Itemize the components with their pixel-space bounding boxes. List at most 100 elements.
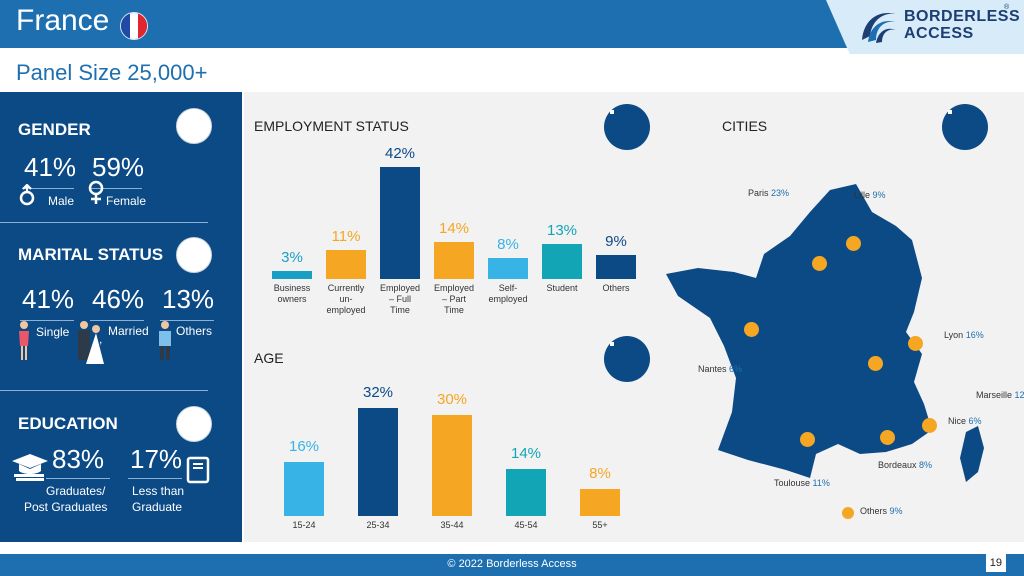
gender-underline	[90, 188, 142, 189]
gender-underline	[22, 188, 74, 189]
image-placeholder-icon	[604, 104, 650, 150]
city-percent: 12%	[1014, 390, 1024, 400]
employment-value-label: 13%	[546, 222, 578, 240]
city-percent: 11%	[812, 478, 830, 488]
city-marker-dot	[868, 356, 883, 371]
panel-size-heading: Panel Size 25,000+	[16, 60, 208, 85]
age-category-label: 35-44	[440, 520, 464, 530]
graduates-label-line2: Post Graduates	[24, 500, 108, 514]
age-category-label: 15-24	[292, 520, 316, 530]
employment-value-label: 11%	[331, 227, 361, 245]
graduation-cap-icon	[12, 454, 48, 481]
employment-bar	[596, 255, 636, 279]
city-label: Nantes 6%	[698, 364, 742, 374]
city-label: Marseille 12%	[976, 390, 1024, 400]
age-title: AGE	[254, 350, 284, 366]
charts-area: EMPLOYMENT STATUS CITIES AGE 3% Business …	[244, 92, 1024, 542]
france-flag-icon	[120, 12, 148, 40]
city-percent: 6%	[968, 416, 982, 426]
registered-mark: ®	[1004, 4, 1010, 11]
city-name: Lyon	[944, 330, 966, 340]
male-label: Male	[48, 194, 75, 208]
age-bar	[432, 414, 472, 516]
marital-status-title: MARITAL STATUS	[18, 245, 164, 264]
marital-underline	[20, 320, 74, 321]
city-name: Nantes	[698, 364, 730, 374]
age-bar	[506, 468, 546, 516]
page-title: France	[16, 4, 110, 37]
education-underline	[128, 478, 182, 479]
employment-category-label: Student	[546, 283, 578, 293]
city-marker-dot	[744, 322, 759, 337]
male-percent: 41%	[24, 152, 77, 182]
graduates-percent: 83%	[52, 444, 105, 474]
married-label: Married	[108, 324, 149, 338]
city-percent: 6%	[729, 364, 743, 374]
city-percent: 16%	[965, 330, 984, 340]
employment-value-label: 14%	[438, 219, 470, 237]
city-label: Bordeaux 8%	[878, 460, 932, 470]
logo-background	[826, 0, 1024, 54]
image-placeholder-icon	[176, 237, 212, 273]
married-percent: 46%	[92, 284, 145, 314]
others-percent: 13%	[162, 284, 215, 314]
city-name: Toulouse	[774, 478, 813, 488]
employment-category-label: Business owners	[273, 283, 311, 304]
age-value-label: 32%	[362, 384, 394, 401]
age-value-label: 30%	[436, 390, 468, 408]
employment-bar	[326, 249, 366, 279]
city-marker-dot	[812, 256, 827, 271]
logo-text: BORDERLESS ACCESS	[904, 8, 1020, 42]
less-than-label-line2: Graduate	[132, 500, 183, 514]
employment-value-label: 9%	[605, 233, 627, 250]
image-placeholder-icon	[176, 108, 212, 144]
single-percent: 41%	[22, 284, 75, 314]
single-label: Single	[36, 325, 70, 339]
page-number: 19	[985, 554, 1006, 572]
age-bar	[580, 489, 620, 516]
book-icon	[186, 456, 210, 484]
city-marker-dot	[922, 418, 937, 433]
city-percent: 9%	[872, 190, 886, 200]
city-label: Others 9%	[860, 506, 903, 516]
logo-line-2: ACCESS	[904, 25, 974, 42]
others-label: Others	[176, 324, 213, 338]
city-label: Lyon 16%	[944, 330, 984, 340]
employment-status-title: EMPLOYMENT STATUS	[254, 118, 409, 134]
employment-category-label: Others	[602, 283, 630, 293]
female-symbol-icon	[88, 180, 104, 204]
other-person-icon	[159, 321, 171, 360]
france-mainland-shape	[666, 184, 932, 478]
employment-bar	[542, 244, 582, 279]
education-underline	[46, 478, 110, 479]
employment-bar	[272, 271, 312, 279]
age-category-label: 25-34	[366, 520, 390, 530]
cities-title: CITIES	[722, 118, 768, 134]
marital-underline	[160, 320, 214, 321]
employment-bar	[434, 241, 474, 279]
image-placeholder-icon	[176, 406, 212, 442]
city-name: Lille	[854, 190, 873, 200]
corsica-shape	[960, 426, 984, 482]
city-marker-dot	[846, 236, 861, 251]
single-woman-icon	[19, 321, 29, 360]
employment-category-label: Self- employed	[488, 283, 528, 304]
employment-value-label: 42%	[384, 145, 416, 162]
section-divider	[0, 390, 208, 391]
image-placeholder-icon	[942, 104, 988, 150]
employment-category-label: Currently un- employed	[326, 283, 366, 315]
age-bar	[358, 408, 398, 516]
city-percent: 23%	[771, 188, 790, 198]
married-extra-mark: ,	[99, 332, 103, 346]
city-name: Nice	[948, 416, 969, 426]
age-value-label: 8%	[589, 465, 611, 482]
city-name: Others	[860, 506, 890, 516]
copyright-text: © 2022 Borderless Access	[447, 558, 577, 570]
education-title: EDUCATION	[18, 414, 118, 433]
employment-category-label: Employed – Part Time	[433, 283, 475, 315]
logo-line-1: BORDERLESS	[904, 8, 1021, 25]
age-value-label: 16%	[288, 438, 320, 455]
image-placeholder-icon	[604, 336, 650, 382]
married-couple-icon	[78, 321, 104, 364]
female-label: Female	[106, 194, 147, 208]
